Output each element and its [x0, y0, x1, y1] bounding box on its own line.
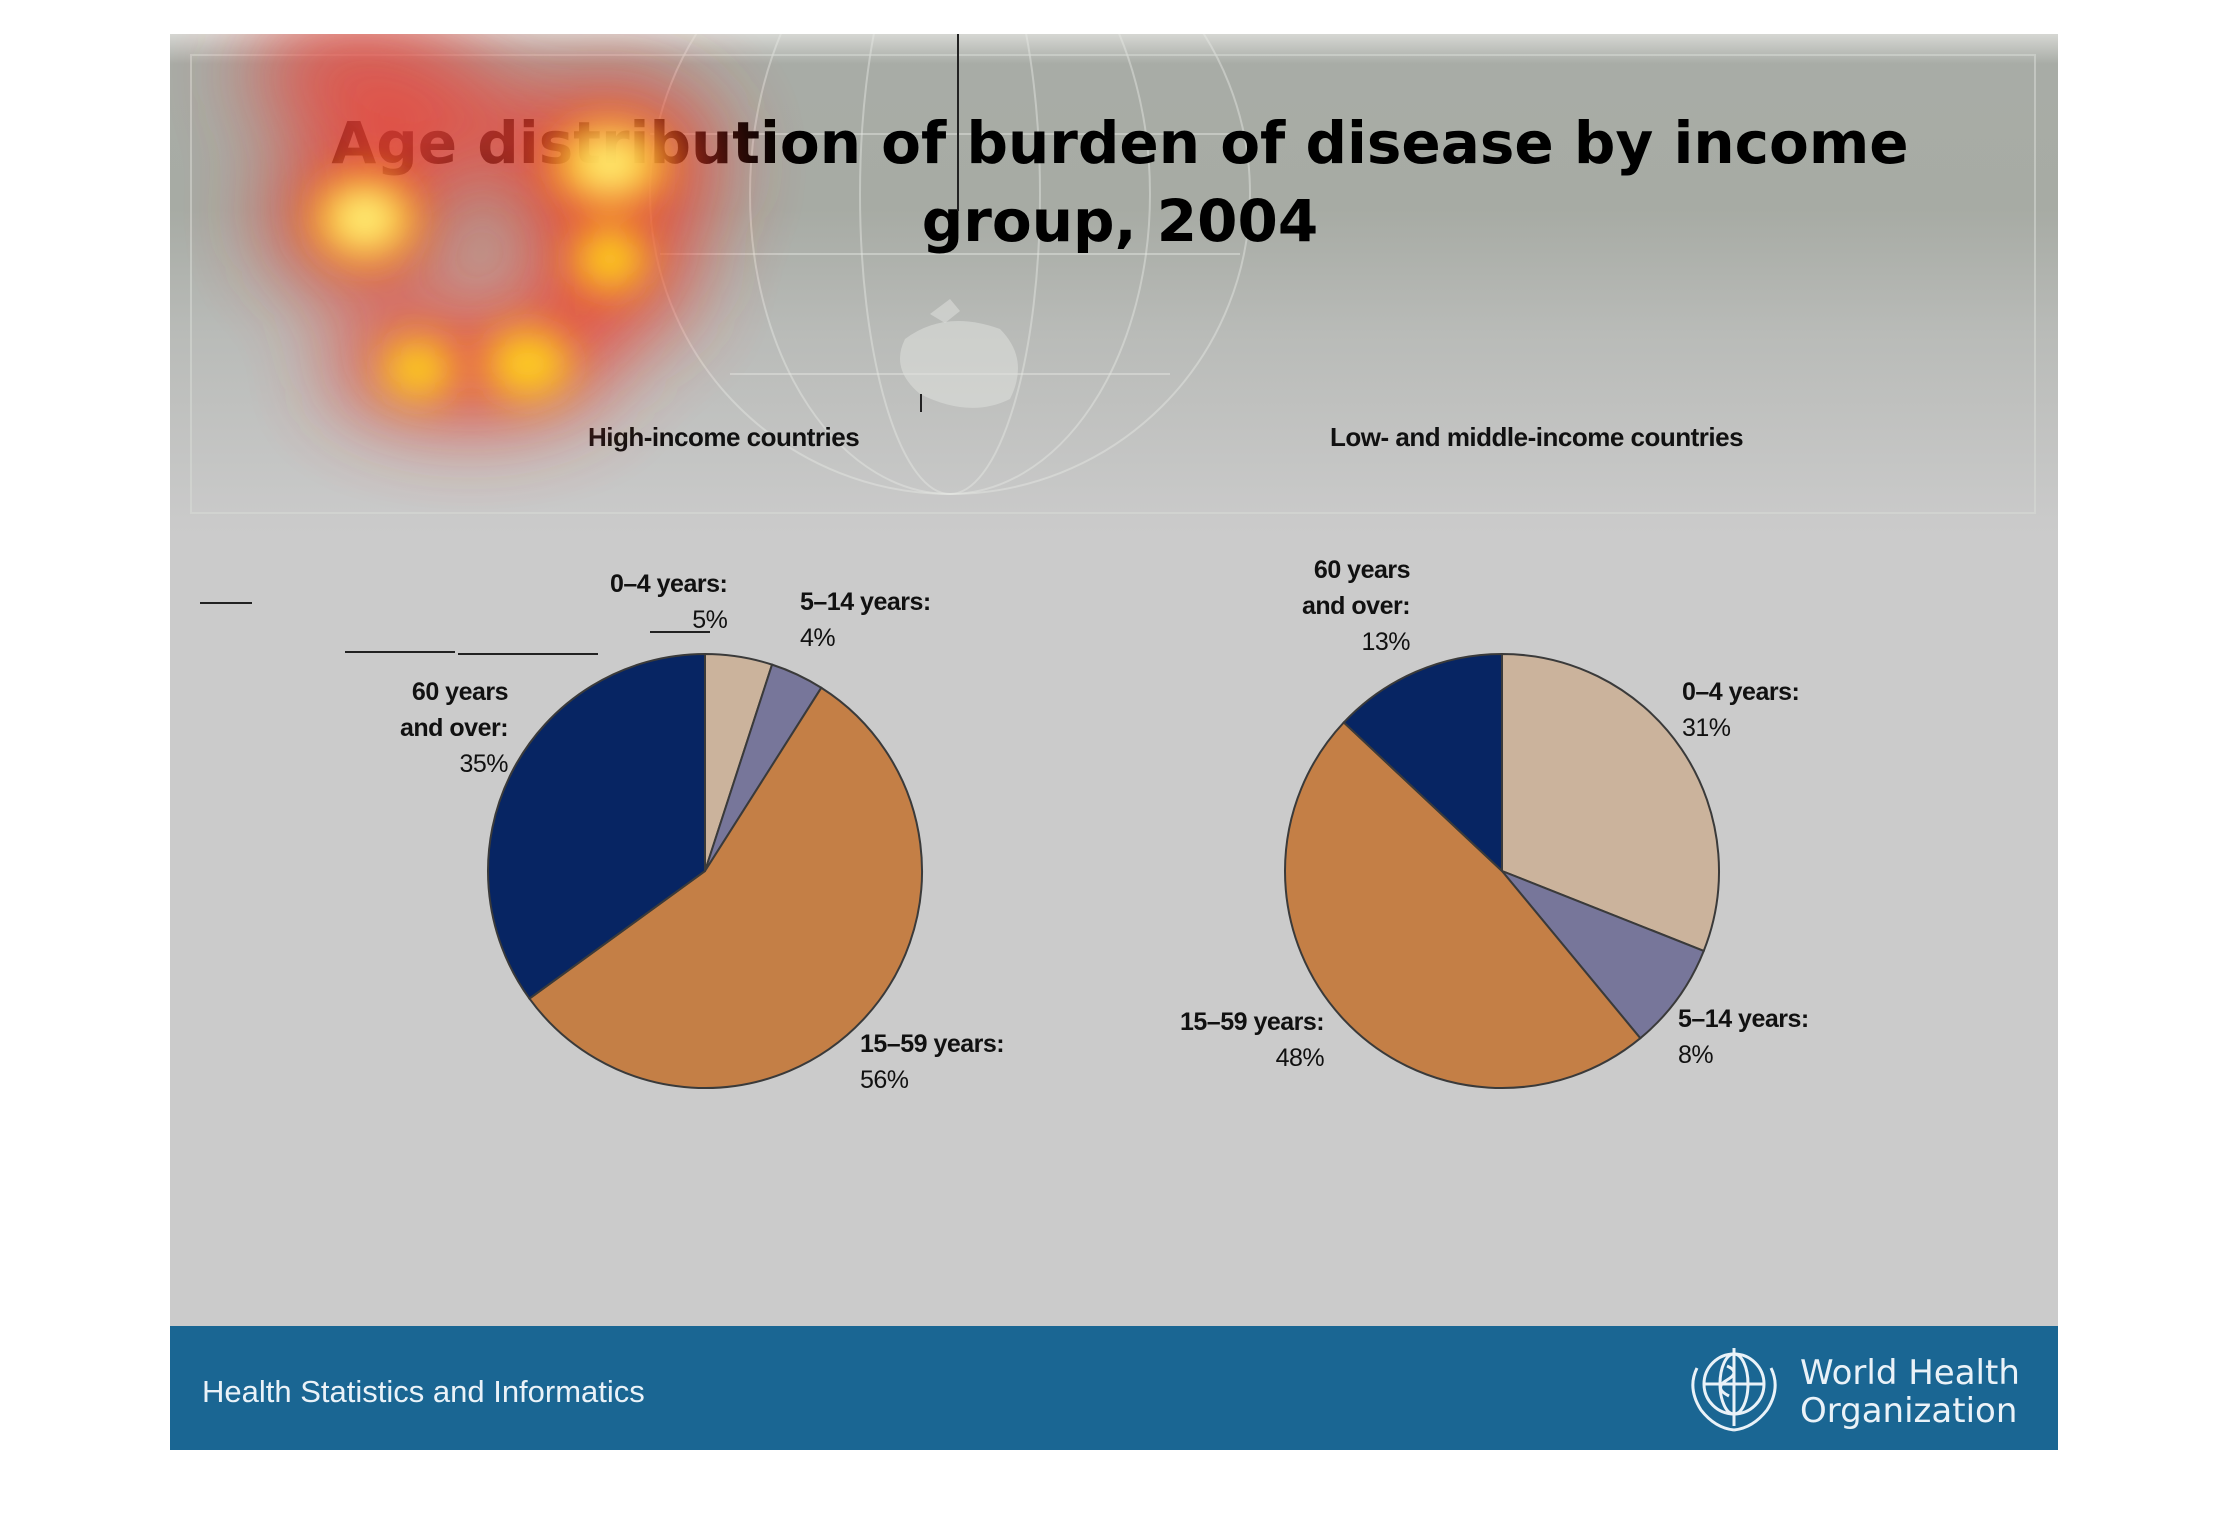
label-hi-15-59-name: 15–59 years:	[860, 1030, 1005, 1058]
pie-slice-lmi-15-59	[1284, 721, 1642, 1089]
pie-low-middle-income	[1284, 652, 1720, 1089]
stray-line	[200, 602, 252, 604]
chart-title-high-income: High-income countries	[588, 422, 860, 452]
footer-title: Health Statistics and Informatics	[202, 1374, 645, 1409]
slide: Age distribution of burden of disease by…	[170, 34, 2058, 1450]
label-hi-0-4-name: 0–4 years:	[610, 570, 728, 598]
label-lmi-0-4-name: 0–4 years:	[1682, 678, 1800, 706]
pie-slice-lmi-60-plus	[1342, 652, 1503, 874]
stray-line	[345, 651, 455, 653]
label-hi-5-14: 5–14 years: 4%	[800, 584, 931, 656]
pie-charts	[487, 652, 1720, 1089]
label-lmi-15-59: 15–59 years: 48%	[1180, 1004, 1325, 1076]
stray-line	[920, 394, 922, 412]
who-wordmark-line1: World Health	[1800, 1353, 2020, 1393]
label-lmi-5-14: 5–14 years: 8%	[1678, 1001, 1809, 1073]
label-hi-0-4: 0–4 years: 5%	[610, 566, 728, 638]
label-hi-60-plus-pct: 35%	[459, 750, 509, 778]
label-hi-15-59: 15–59 years: 56%	[860, 1026, 1005, 1098]
banner-frame	[190, 54, 2036, 514]
stray-line	[650, 631, 710, 633]
label-hi-60-plus-name-1: 60 years	[411, 678, 509, 706]
label-hi-60-plus-name-2: and over:	[400, 714, 509, 742]
pie-slice-lmi-5-14	[1501, 870, 1706, 1040]
label-lmi-60-plus-name-2: and over:	[1302, 592, 1411, 620]
stray-line	[458, 653, 598, 655]
label-lmi-5-14-name: 5–14 years:	[1678, 1005, 1809, 1033]
pie-high-income	[487, 652, 924, 1089]
label-lmi-0-4: 0–4 years: 31%	[1682, 674, 1800, 746]
who-wordmark: World Health Organization	[1800, 1354, 2020, 1430]
label-lmi-60-plus-pct: 13%	[1361, 628, 1411, 656]
label-lmi-5-14-pct: 8%	[1678, 1041, 1714, 1069]
who-emblem-icon	[1691, 1348, 1777, 1432]
label-hi-5-14-pct: 4%	[800, 624, 836, 652]
who-wordmark-line2: Organization	[1800, 1391, 2018, 1431]
label-hi-15-59-pct: 56%	[860, 1066, 909, 1094]
stray-line	[957, 34, 959, 211]
label-lmi-0-4-pct: 31%	[1682, 714, 1731, 742]
footer-bar: Health Statistics and Informatics World …	[170, 1326, 2058, 1450]
label-lmi-15-59-name: 15–59 years:	[1180, 1008, 1325, 1036]
pie-slice-hi-15-59	[528, 686, 924, 1089]
pie-slice-lmi-0-4	[1501, 652, 1720, 953]
label-hi-5-14-name: 5–14 years:	[800, 588, 931, 616]
pie-slice-hi-60-plus	[487, 652, 706, 1000]
label-hi-60-plus: 60 years and over: 35%	[400, 674, 509, 782]
label-lmi-60-plus: 60 years and over: 13%	[1302, 552, 1411, 660]
label-lmi-15-59-pct: 48%	[1275, 1044, 1325, 1072]
label-lmi-60-plus-name-1: 60 years	[1313, 556, 1411, 584]
chart-title-low-middle-income: Low- and middle-income countries	[1330, 422, 1744, 452]
label-hi-0-4-pct: 5%	[692, 606, 728, 634]
